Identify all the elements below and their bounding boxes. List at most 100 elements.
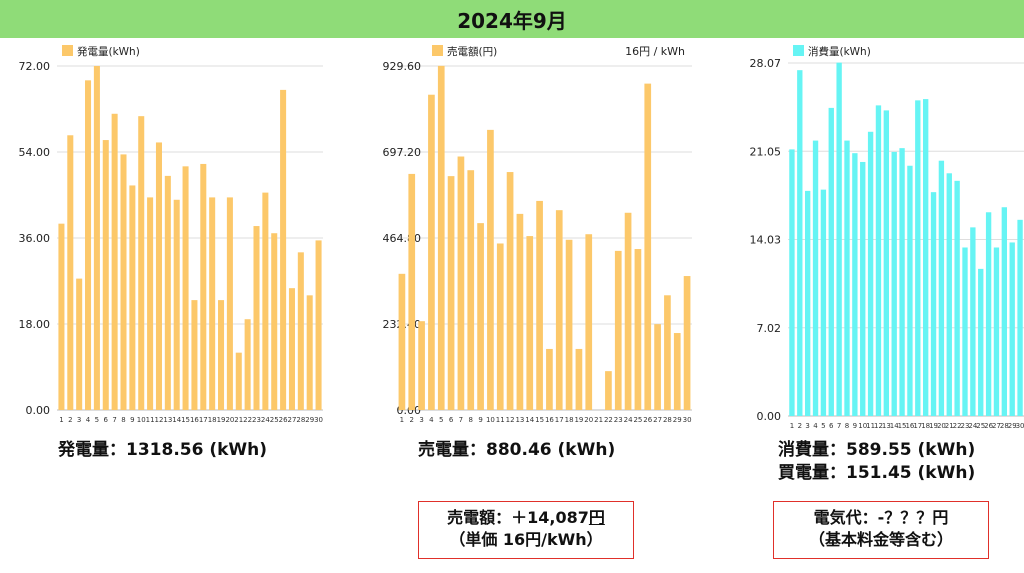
x-tick-label: 26	[279, 416, 288, 424]
bar-day-10	[487, 129, 494, 410]
bar-day-29	[1009, 242, 1015, 416]
bar-day-24	[970, 227, 976, 416]
sales-amount-line: 売電額：＋14,087円	[419, 507, 633, 529]
bar-day-13	[516, 213, 524, 410]
x-tick-label: 10	[137, 416, 146, 424]
x-tick-label: 5	[439, 416, 443, 424]
x-tick-label: 8	[845, 422, 849, 430]
y-tick-label: 72.00	[19, 60, 51, 73]
x-tick-label: 25	[633, 416, 642, 424]
y-tick-label: 464.80	[383, 232, 422, 245]
x-tick-label: 12	[874, 422, 883, 430]
bar-day-12	[506, 172, 514, 410]
bar-day-19	[930, 192, 937, 416]
bar-day-26	[644, 83, 652, 411]
bar-day-25	[634, 249, 642, 410]
electricity-bill-note: （基本料金等含む）	[808, 530, 953, 549]
bar-day-12	[155, 142, 162, 410]
x-tick-label: 4	[813, 422, 818, 430]
bar-day-4	[812, 140, 819, 416]
sales-amount-box: 売電額：＋14,087円 （単価 16円/kWh）	[418, 501, 634, 559]
bar-day-16	[546, 348, 553, 410]
bar-day-27	[654, 324, 661, 410]
x-tick-label: 30	[683, 416, 692, 424]
bar-day-2	[408, 173, 416, 410]
x-tick-label: 10	[858, 422, 867, 430]
bar-day-30	[683, 276, 691, 410]
x-tick-label: 18	[208, 416, 217, 424]
legend: 売電額(円)	[432, 45, 497, 58]
x-tick-label: 3	[77, 416, 81, 424]
bar-day-29	[673, 333, 681, 410]
x-tick-label: 15	[535, 416, 544, 424]
x-tick-label: 17	[555, 416, 564, 424]
y-tick-label: 0.00	[26, 404, 51, 417]
x-tick-label: 16	[190, 416, 199, 424]
y-tick-label: 7.02	[757, 322, 782, 335]
bar-day-14	[891, 151, 897, 416]
x-tick-label: 24	[968, 422, 977, 430]
bar-day-2	[67, 135, 74, 410]
bar-day-11	[496, 243, 504, 410]
bar-day-21	[235, 352, 242, 410]
x-tick-label: 2	[68, 416, 72, 424]
y-tick-label: 18.00	[19, 318, 51, 331]
x-tick-label: 17	[913, 422, 922, 430]
sales-amount-unit: 円	[588, 508, 605, 527]
bar-day-18	[209, 197, 216, 410]
bar-day-25	[978, 268, 984, 416]
bar-day-27	[993, 247, 1000, 416]
x-tick-label: 3	[805, 422, 809, 430]
x-tick-label: 23	[961, 422, 970, 430]
bar-day-3	[804, 190, 811, 416]
electricity-bill-value: 電気代：-？？？円	[813, 508, 949, 527]
x-tick-label: 24	[624, 416, 633, 424]
bar-day-5	[820, 189, 827, 416]
x-tick-label: 15	[181, 416, 190, 424]
bar-day-8	[844, 140, 850, 416]
bar-day-17	[200, 163, 207, 410]
x-tick-label: 29	[1008, 422, 1017, 430]
bar-day-17	[915, 100, 921, 416]
bar-day-28	[1001, 207, 1008, 416]
bar-day-9	[129, 185, 136, 410]
consumption-total: 消費量：589.55 (kWh)	[778, 440, 976, 460]
bar-day-24	[624, 212, 632, 410]
bar-day-20	[938, 160, 945, 416]
bar-day-1	[398, 273, 406, 410]
x-tick-label: 6	[104, 416, 109, 424]
bar-day-23	[614, 250, 622, 410]
bar-day-10	[860, 161, 866, 416]
x-tick-label: 4	[86, 416, 91, 424]
x-tick-label: 20	[937, 422, 946, 430]
y-tick-label: 54.00	[19, 146, 51, 159]
x-tick-label: 17	[199, 416, 208, 424]
x-tick-label: 19	[217, 416, 226, 424]
x-tick-label: 21	[945, 422, 954, 430]
bar-day-9	[477, 223, 484, 410]
bar-day-3	[418, 321, 425, 410]
bar-day-5	[93, 66, 100, 410]
purchased-total: 買電量：151.45 (kWh)	[778, 463, 976, 483]
x-tick-label: 8	[121, 416, 125, 424]
x-tick-label: 15	[898, 422, 907, 430]
x-tick-label: 26	[984, 422, 993, 430]
x-tick-label: 19	[574, 416, 583, 424]
bar-day-15	[182, 166, 189, 410]
x-tick-label: 30	[314, 416, 323, 424]
bar-day-18	[565, 239, 573, 410]
bar-day-11	[147, 197, 154, 410]
x-tick-label: 27	[288, 416, 297, 424]
bar-day-22	[954, 180, 960, 416]
bar-day-12	[875, 105, 882, 416]
x-tick-label: 28	[663, 416, 672, 424]
legend-label: 消費量(kWh)	[808, 45, 871, 58]
bar-day-26	[985, 212, 992, 416]
bar-day-18	[922, 99, 929, 416]
x-tick-label: 24	[261, 416, 270, 424]
legend-swatch	[793, 45, 804, 56]
x-tick-label: 18	[921, 422, 930, 430]
bar-day-20	[585, 234, 593, 410]
